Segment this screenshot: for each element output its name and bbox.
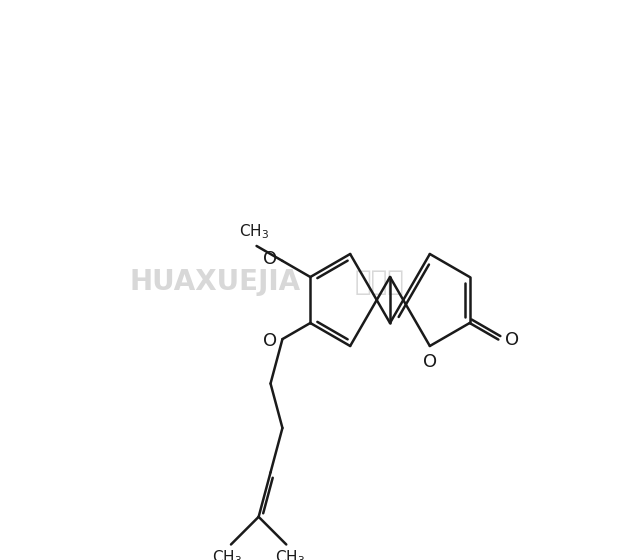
Text: O: O bbox=[423, 353, 437, 371]
Text: O: O bbox=[263, 250, 278, 268]
Text: O: O bbox=[263, 332, 278, 350]
Text: CH$_3$: CH$_3$ bbox=[212, 548, 242, 560]
Text: O: O bbox=[505, 330, 519, 348]
Text: 化学加: 化学加 bbox=[355, 268, 405, 296]
Text: CH$_3$: CH$_3$ bbox=[240, 222, 269, 241]
Text: HUAXUEJIA: HUAXUEJIA bbox=[129, 268, 301, 296]
Text: CH$_3$: CH$_3$ bbox=[275, 548, 306, 560]
